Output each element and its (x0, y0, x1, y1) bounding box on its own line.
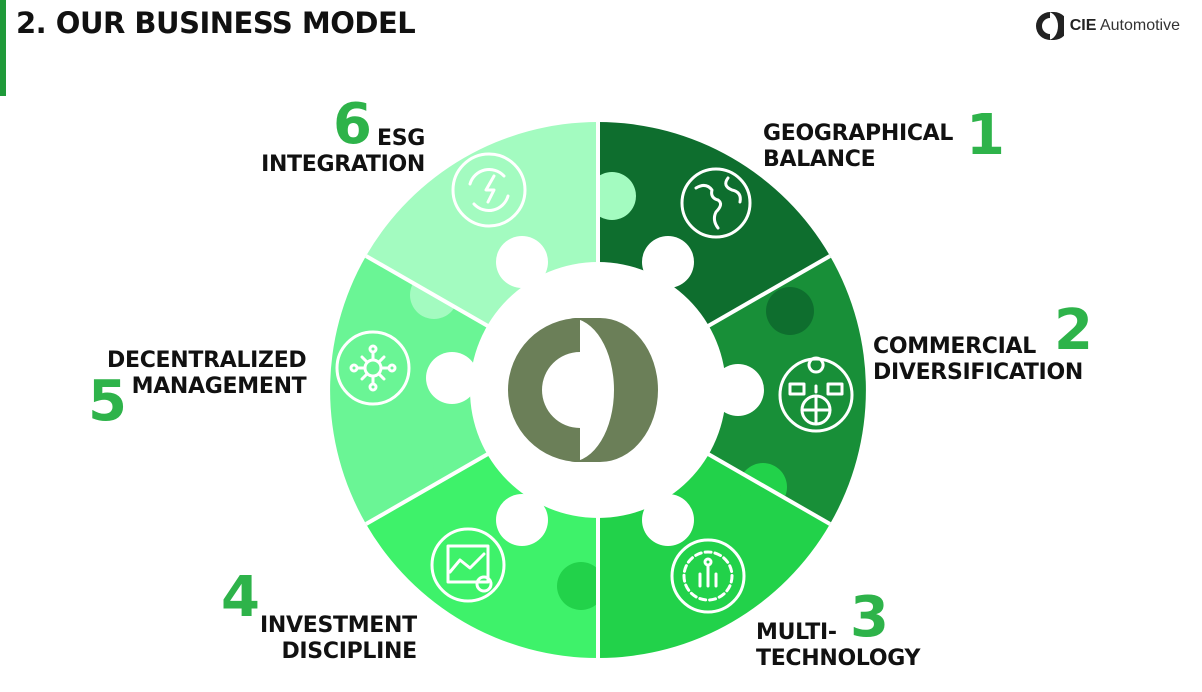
pillar-label-1-line1: GEOGRAPHICAL (763, 121, 954, 146)
page-title: 2. OUR BUSINESS MODEL (16, 6, 416, 40)
puzzle-piece-2 (689, 256, 866, 524)
pillar-label-6: ESG INTEGRATION (251, 126, 425, 178)
company-logo: CIE Automotive (1034, 10, 1180, 42)
pillar-label-2-line2: DIVERSIFICATION (873, 360, 1083, 385)
pillar-label-5-line1: DECENTRALIZED (107, 348, 307, 373)
pillar-label-1: GEOGRAPHICAL BALANCE (763, 121, 953, 173)
network-hub-icon (335, 330, 411, 406)
pillar-label-4-line1: INVESTMENT (260, 613, 417, 638)
pillar-number-2: 2 (1054, 298, 1093, 363)
logo-text-bold: CIE (1069, 17, 1097, 34)
logo-text-light: Automotive (1099, 17, 1180, 34)
pillar-label-2-line1: COMMERCIAL (873, 334, 1036, 359)
cie-logo-icon (1035, 12, 1064, 40)
accent-bar (0, 0, 6, 96)
pillar-label-6-line1: ESG (377, 126, 426, 151)
pillar-number-3: 3 (850, 585, 889, 650)
pillar-label-2: COMMERCIAL DIVERSIFICATION (873, 334, 1083, 386)
pillar-label-6-line2: INTEGRATION (261, 152, 426, 177)
pillar-number-5: 5 (88, 369, 127, 434)
pillar-label-5: DECENTRALIZED MANAGEMENT (107, 348, 307, 400)
pillar-label-3: MULTI- TECHNOLOGY (756, 620, 920, 672)
energy-cycle-icon (451, 152, 527, 228)
piece-separators (365, 122, 831, 658)
pillar-number-1: 1 (966, 103, 1005, 168)
pillar-label-5-line2: MANAGEMENT (131, 374, 307, 399)
center-hub (426, 236, 764, 546)
pillar-label-4-line2: DISCIPLINE (281, 639, 417, 664)
pillar-label-3-line1: MULTI- (756, 620, 837, 645)
pillar-number-4: 4 (221, 565, 260, 630)
chart-check-icon (430, 527, 506, 603)
pillar-label-3-line2: TECHNOLOGY (756, 646, 921, 671)
globe-icon (680, 167, 752, 239)
center-logo (508, 318, 658, 462)
pillar-label-4: INVESTMENT DISCIPLINE (260, 613, 417, 665)
globe-location-chat-icon (778, 356, 854, 433)
pillar-label-1-line2: BALANCE (763, 147, 876, 172)
puzzle-piece-5 (330, 256, 507, 524)
gear-chip-icon (670, 538, 746, 614)
pillar-number-6: 6 (333, 92, 372, 157)
